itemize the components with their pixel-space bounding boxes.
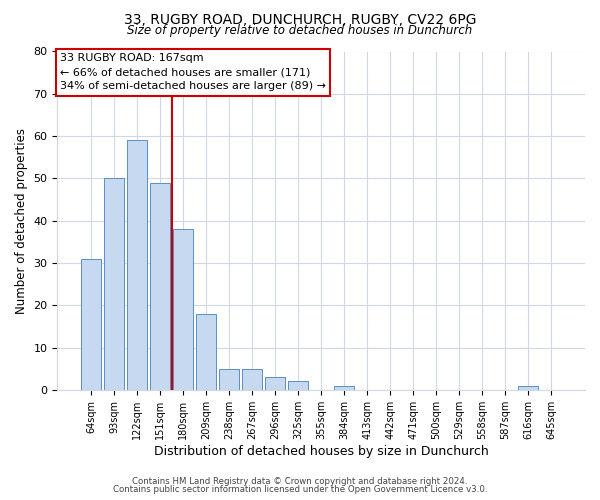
Bar [127, 140, 147, 390]
Text: Contains public sector information licensed under the Open Government Licence v3: Contains public sector information licen… [113, 485, 487, 494]
Bar [196, 314, 216, 390]
Bar [173, 229, 193, 390]
Y-axis label: Number of detached properties: Number of detached properties [15, 128, 28, 314]
X-axis label: Distribution of detached houses by size in Dunchurch: Distribution of detached houses by size … [154, 444, 488, 458]
Bar [289, 382, 308, 390]
Bar [220, 368, 239, 390]
Text: Size of property relative to detached houses in Dunchurch: Size of property relative to detached ho… [127, 24, 473, 37]
Text: 33, RUGBY ROAD, DUNCHURCH, RUGBY, CV22 6PG: 33, RUGBY ROAD, DUNCHURCH, RUGBY, CV22 6… [124, 12, 476, 26]
Bar [151, 182, 170, 390]
Bar [104, 178, 124, 390]
Bar [334, 386, 354, 390]
Text: Contains HM Land Registry data © Crown copyright and database right 2024.: Contains HM Land Registry data © Crown c… [132, 478, 468, 486]
Bar [82, 258, 101, 390]
Bar [242, 368, 262, 390]
Bar [518, 386, 538, 390]
Text: 33 RUGBY ROAD: 167sqm
← 66% of detached houses are smaller (171)
34% of semi-det: 33 RUGBY ROAD: 167sqm ← 66% of detached … [60, 53, 326, 91]
Bar [265, 377, 285, 390]
